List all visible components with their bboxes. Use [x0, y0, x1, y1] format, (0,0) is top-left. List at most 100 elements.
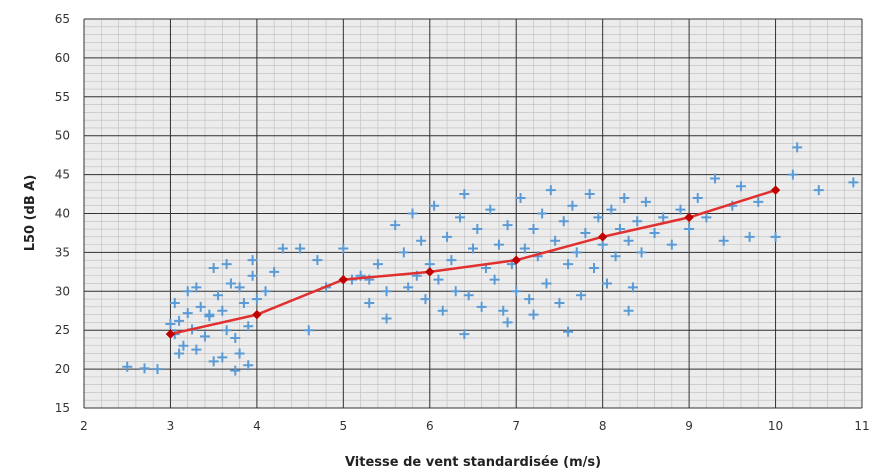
data-point — [174, 348, 185, 359]
data-point — [152, 364, 163, 375]
trend-line-path — [170, 188, 776, 336]
data-point — [718, 235, 729, 246]
data-point — [627, 282, 638, 293]
data-point — [212, 290, 223, 301]
data-point — [139, 363, 150, 374]
data-point — [558, 216, 569, 227]
data-point — [502, 220, 513, 231]
data-point — [459, 329, 470, 340]
data-point — [589, 262, 600, 273]
data-point — [459, 189, 470, 200]
y-tick-label: 50 — [55, 129, 70, 143]
data-point — [446, 255, 457, 266]
data-point — [511, 286, 522, 297]
data-point — [528, 224, 539, 235]
trend-marker — [597, 232, 608, 242]
data-point — [770, 231, 781, 242]
data-point — [174, 315, 185, 326]
trend-marker — [770, 185, 781, 195]
trend-marker — [165, 329, 176, 339]
data-point — [338, 243, 349, 254]
data-point — [610, 251, 621, 262]
y-tick-label: 45 — [55, 168, 70, 182]
data-point — [463, 290, 474, 301]
data-point — [502, 317, 513, 328]
x-tick-label: 9 — [685, 419, 693, 433]
data-point — [442, 231, 453, 242]
data-point — [468, 243, 478, 254]
data-point — [623, 235, 634, 246]
data-point — [403, 282, 414, 293]
data-point — [554, 297, 565, 308]
data-point — [295, 243, 306, 254]
data-point — [243, 321, 254, 332]
data-point — [269, 266, 280, 277]
data-point — [787, 169, 798, 180]
y-tick-label: 15 — [55, 401, 70, 415]
trend-marker — [252, 309, 262, 320]
data-point — [813, 185, 824, 196]
data-point — [593, 212, 604, 223]
data-point — [221, 259, 232, 270]
y-tick-label: 35 — [55, 245, 70, 259]
data-point — [372, 259, 383, 270]
data-point — [204, 309, 215, 320]
major-gridlines — [83, 18, 863, 409]
data-point — [251, 294, 262, 305]
data-point — [208, 356, 219, 367]
data-point — [472, 224, 483, 235]
data-point — [398, 247, 409, 258]
data-point — [381, 286, 392, 297]
x-tick-label: 11 — [854, 419, 869, 433]
data-point — [528, 309, 539, 320]
data-point — [390, 220, 401, 231]
data-point — [550, 235, 561, 246]
data-point — [191, 282, 202, 293]
data-point — [165, 318, 176, 329]
data-point — [636, 247, 647, 258]
data-point — [437, 305, 448, 316]
y-tick-label: 55 — [55, 90, 70, 104]
trend-marker — [684, 212, 694, 223]
data-point — [640, 196, 651, 207]
x-tick-labels: 2 3 4 5 6 7 8 9 10 11 — [80, 419, 869, 433]
data-point — [476, 301, 487, 312]
data-point — [433, 274, 444, 285]
data-point — [580, 227, 591, 238]
trend-marker — [338, 274, 349, 285]
data-point — [567, 200, 578, 211]
trend-marker — [511, 255, 521, 265]
y-tick-label: 25 — [55, 323, 70, 337]
x-tick-label: 7 — [512, 419, 520, 433]
x-tick-label: 2 — [80, 419, 88, 433]
data-point — [234, 282, 245, 293]
x-tick-label: 6 — [426, 419, 434, 433]
y-tick-labels: 15 20 25 30 35 40 45 50 55 60 65 — [55, 12, 70, 415]
data-point — [230, 365, 241, 376]
x-tick-label: 8 — [599, 419, 607, 433]
data-point — [200, 331, 211, 342]
data-point — [230, 332, 241, 343]
data-point — [515, 192, 526, 203]
data-point — [234, 348, 245, 359]
data-point — [571, 247, 582, 258]
data-point — [381, 313, 392, 324]
data-point — [243, 360, 254, 371]
data-point — [710, 173, 721, 184]
data-point — [658, 212, 669, 223]
data-point — [485, 204, 496, 215]
data-point — [429, 200, 440, 211]
data-point — [744, 231, 755, 242]
data-point — [753, 196, 764, 207]
data-point — [455, 212, 466, 223]
data-point — [623, 305, 634, 316]
data-point — [364, 297, 375, 308]
data-point — [519, 243, 530, 254]
data-point — [420, 294, 431, 305]
data-point — [416, 235, 427, 246]
x-tick-label: 4 — [253, 419, 261, 433]
y-tick-label: 40 — [55, 207, 70, 221]
data-point — [619, 192, 630, 203]
data-point — [541, 278, 552, 289]
